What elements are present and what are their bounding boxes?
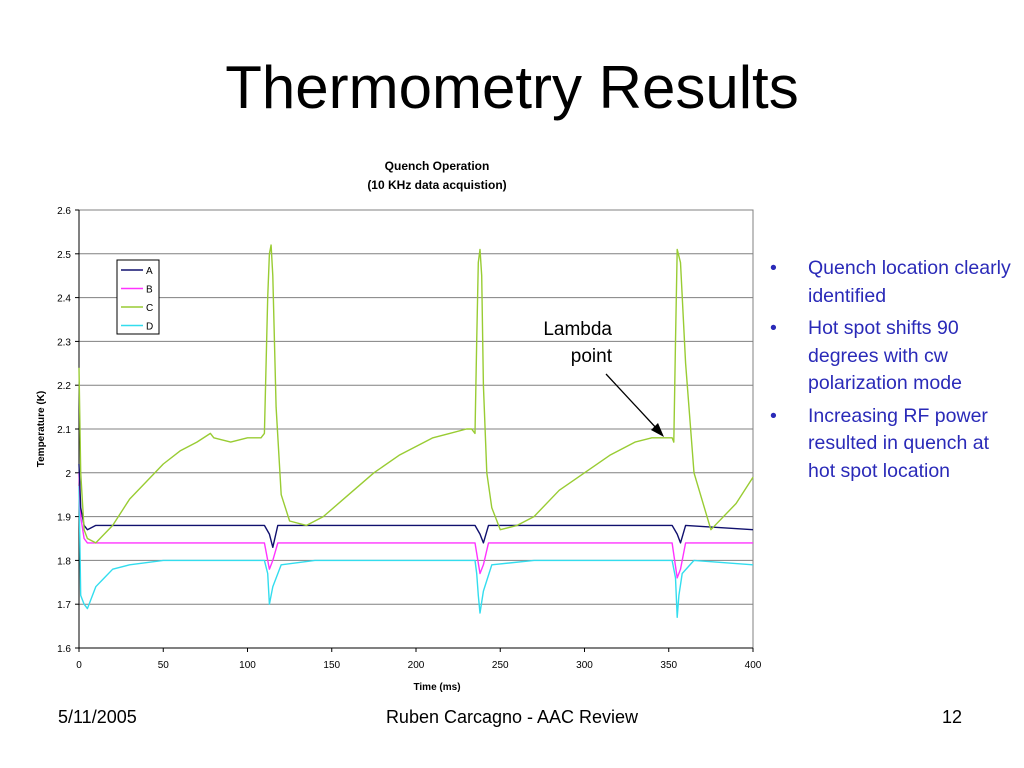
bullet-item: • Increasing RF power resulted in quench … (770, 403, 1015, 486)
legend-label-d: D (146, 322, 153, 333)
bullet-text: Increasing RF power resulted in quench a… (808, 404, 990, 482)
y-tick-label: 2.1 (57, 425, 71, 436)
footer-presenter: Ruben Carcagno - AAC Review (385, 707, 639, 727)
footer-date: 5/11/2005 (58, 707, 137, 727)
footer-page-number: 12 (942, 707, 963, 727)
annotation-line1: Lambda (543, 319, 612, 340)
y-tick-label: 2.6 (57, 206, 71, 217)
bullet-item: • Hot spot shifts 90 degrees with cw pola… (770, 315, 1015, 398)
y-axis-label: Temperature (K) (36, 391, 47, 468)
legend-box (116, 259, 160, 335)
y-tick-label: 1.9 (57, 513, 71, 524)
x-tick-label: 300 (576, 660, 593, 671)
annotation-line2: point (570, 346, 612, 367)
x-tick-label: 400 (745, 660, 762, 671)
legend-label-c: C (146, 303, 153, 314)
lambda-point-annotation: Lambda point (500, 316, 612, 370)
series-line-c (78, 244, 754, 544)
x-tick-label: 100 (239, 660, 256, 671)
x-tick-label: 350 (660, 660, 677, 671)
y-tick-label: 2.4 (57, 294, 71, 305)
x-tick-label: 0 (76, 660, 82, 671)
annotation-arrow-line (605, 373, 659, 431)
bullet-dot-icon: • (770, 317, 777, 339)
x-tick-label: 250 (492, 660, 509, 671)
y-tick-label: 2.2 (57, 381, 71, 392)
series-line-b (78, 472, 753, 579)
bullet-text: Hot spot shifts 90 degrees with cw polar… (808, 317, 962, 394)
x-tick-label: 200 (408, 660, 425, 671)
chart-subtitle: (10 KHz data acquistion) (367, 178, 506, 192)
slide-title: Thermometry Results (225, 54, 799, 121)
x-tick-label: 50 (158, 660, 170, 671)
bullet-text: Quench location clearly identified (808, 257, 1011, 307)
bullet-dot-icon: • (770, 404, 777, 427)
series-line-d (78, 485, 754, 618)
x-tick-label: 150 (323, 660, 340, 671)
x-axis-label: Time (ms) (413, 682, 460, 693)
y-tick-label: 1.8 (57, 556, 71, 567)
chart-title: Quench Operation (385, 159, 490, 173)
legend-label-b: B (146, 285, 153, 296)
bullet-item: • Quench location clearly identified (770, 255, 1015, 310)
y-tick-label: 2.5 (57, 250, 71, 261)
bullet-dot-icon: • (770, 257, 777, 279)
y-tick-label: 1.7 (57, 600, 71, 611)
y-tick-label: 2.3 (57, 337, 71, 348)
y-tick-label: 1.6 (57, 644, 71, 655)
legend-label-a: A (146, 266, 153, 277)
bullet-list: • Quench location clearly identified • Hot… (770, 255, 1015, 490)
annotation-arrowhead-icon (651, 423, 664, 437)
series-line-a (78, 463, 754, 548)
y-tick-label: 2 (65, 469, 71, 480)
